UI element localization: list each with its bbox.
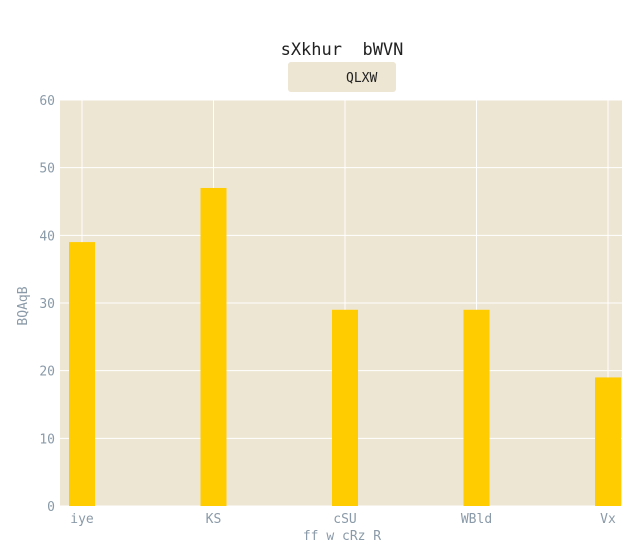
x-axis-ticks: iye KS cSU WBld Vx [70,512,616,527]
y-axis-ticks: 0 10 20 30 40 50 60 [39,94,55,515]
bars [69,187,621,506]
y-tick-label: 50 [39,162,55,177]
y-tick-label: 30 [39,297,55,312]
bar-iye [69,242,95,506]
y-axis-label: BQAqB [16,286,31,325]
legend-box [288,62,396,92]
y-tick-label: 60 [39,94,55,109]
chart-title: sXkhur bWVN [281,40,404,60]
x-tick-label-Vx: Vx [600,512,616,527]
y-tick-label: 10 [39,432,55,447]
x-tick-label-KS: KS [206,512,222,527]
x-tick-label-iye: iye [70,512,94,527]
legend-label-qlxw: QLXW [346,71,377,86]
bar-cSU [332,309,358,506]
y-tick-label: 40 [39,229,55,244]
legend: QLXW [288,62,396,92]
x-tick-label-cSU: cSU [333,512,356,527]
bar-WBld [463,309,490,506]
y-tick-label: 0 [47,500,55,515]
bar-Vx [595,377,621,506]
y-tick-label: 20 [39,365,55,380]
bar-KS [200,187,227,506]
x-tick-label-WBld: WBld [461,512,492,527]
x-axis-label: ff w cRz R [303,529,381,544]
